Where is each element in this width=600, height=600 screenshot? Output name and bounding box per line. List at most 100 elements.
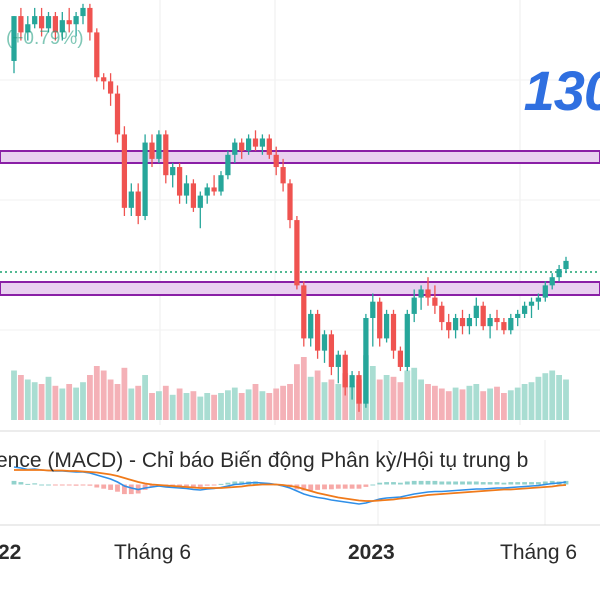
volume-bar [259, 391, 266, 420]
x-tick-label: Tháng 6 [500, 541, 578, 564]
candle-body [87, 7, 93, 33]
macd-histogram-bar [397, 482, 403, 485]
volume-bar [93, 366, 100, 420]
macd-histogram-bar [59, 484, 65, 486]
volume-bar [238, 393, 245, 420]
volume-bar [80, 382, 86, 420]
candle-body [80, 7, 86, 17]
macd-histogram-bar [370, 484, 376, 486]
macd-histogram-bar [25, 483, 31, 485]
candle-body [32, 16, 38, 25]
candle-body [128, 191, 134, 208]
macd-histogram-bar [349, 484, 355, 489]
candle-body [114, 93, 121, 135]
candle-body [521, 305, 528, 314]
macd-histogram-bar [446, 481, 452, 485]
price-candles[interactable] [11, 3, 569, 412]
resistance-zone-upper[interactable] [0, 150, 600, 164]
candle-body [101, 77, 107, 82]
candle-body [163, 134, 169, 176]
macd-histogram-bar [115, 484, 120, 492]
macd-histogram-bar [439, 481, 445, 485]
macd-histogram-bar [108, 484, 114, 490]
macd-histogram-bar [535, 482, 541, 485]
volume-bar [156, 391, 162, 420]
candle-body [446, 322, 452, 331]
volume-bar [438, 388, 445, 420]
volume-bar [556, 375, 562, 420]
volume-bar [480, 391, 487, 420]
macd-histogram-bar [425, 480, 431, 485]
candle-body [204, 187, 210, 196]
candle-body [528, 301, 535, 306]
candle-body [294, 220, 300, 286]
macd-histogram-bar [128, 484, 134, 495]
candle-body [266, 138, 272, 155]
candle-body [183, 183, 190, 196]
macd-histogram-bar [308, 484, 314, 491]
volume-bar [162, 385, 169, 420]
candle-body [52, 16, 59, 33]
signal-line [14, 469, 567, 502]
candle-body [556, 269, 562, 278]
volume-bar [149, 393, 155, 420]
volume-bar [411, 367, 418, 420]
volume-bar [245, 389, 252, 420]
candle-body [45, 16, 52, 29]
macd-histogram-bar [73, 484, 79, 486]
macd-histogram-bar [80, 484, 86, 486]
volume-bar [494, 386, 500, 420]
volume-bar [314, 370, 321, 420]
candle-body [225, 154, 231, 176]
volume-bar [501, 393, 507, 420]
macd-histogram-bar [52, 484, 58, 486]
volume-bar [38, 384, 45, 420]
candle-body [142, 142, 148, 216]
x-tick-label: 22 [0, 541, 22, 564]
macd-histogram-bar [225, 482, 231, 485]
candle-body [197, 195, 203, 208]
candle-body [287, 183, 293, 221]
volume-bar [225, 390, 231, 420]
candle-body [397, 350, 404, 367]
macd-histogram-bar [315, 484, 321, 490]
candle-body [280, 167, 286, 184]
volume-bar [287, 384, 293, 420]
macd-histogram-bar [121, 484, 127, 495]
volume-bar [169, 394, 176, 420]
candle-body [466, 318, 473, 327]
volume-bar [87, 375, 93, 420]
candle-body [211, 187, 217, 192]
candle-body [383, 313, 390, 339]
candle-body [432, 297, 438, 306]
macd-histogram-bar [515, 482, 521, 485]
candle-body [218, 175, 224, 192]
macd-histogram-bar [542, 481, 548, 485]
volume-bar [563, 379, 569, 420]
candle-body [425, 289, 431, 298]
macd-histogram-bar [101, 484, 107, 489]
resistance-zone-lower[interactable] [0, 281, 600, 296]
macd-histogram-bar [466, 481, 472, 485]
volume-bar [73, 387, 79, 420]
volume-bar [487, 388, 493, 420]
candle-body [190, 183, 197, 208]
volume-bar [11, 370, 17, 420]
volume-bar [335, 384, 342, 420]
macd-histogram-bar [66, 484, 72, 486]
macd-histogram-bar [494, 482, 500, 485]
candle-body [156, 134, 162, 159]
macd-histogram-bar [356, 484, 362, 489]
macd-histogram-bar [432, 480, 438, 485]
candle-body [390, 313, 397, 351]
macd-histogram-bar [211, 484, 217, 486]
volume-bar [321, 382, 328, 420]
macd-line [13, 466, 567, 505]
candle-body [377, 301, 383, 339]
candle-body [273, 154, 279, 168]
volume-bar [18, 375, 24, 420]
volume-bar [445, 391, 452, 420]
candle-body [18, 16, 24, 33]
candle-body [549, 277, 555, 286]
macd-indicator-title[interactable]: ence (MACD) - Chỉ báo Biến động Phân kỳ/… [0, 449, 529, 472]
